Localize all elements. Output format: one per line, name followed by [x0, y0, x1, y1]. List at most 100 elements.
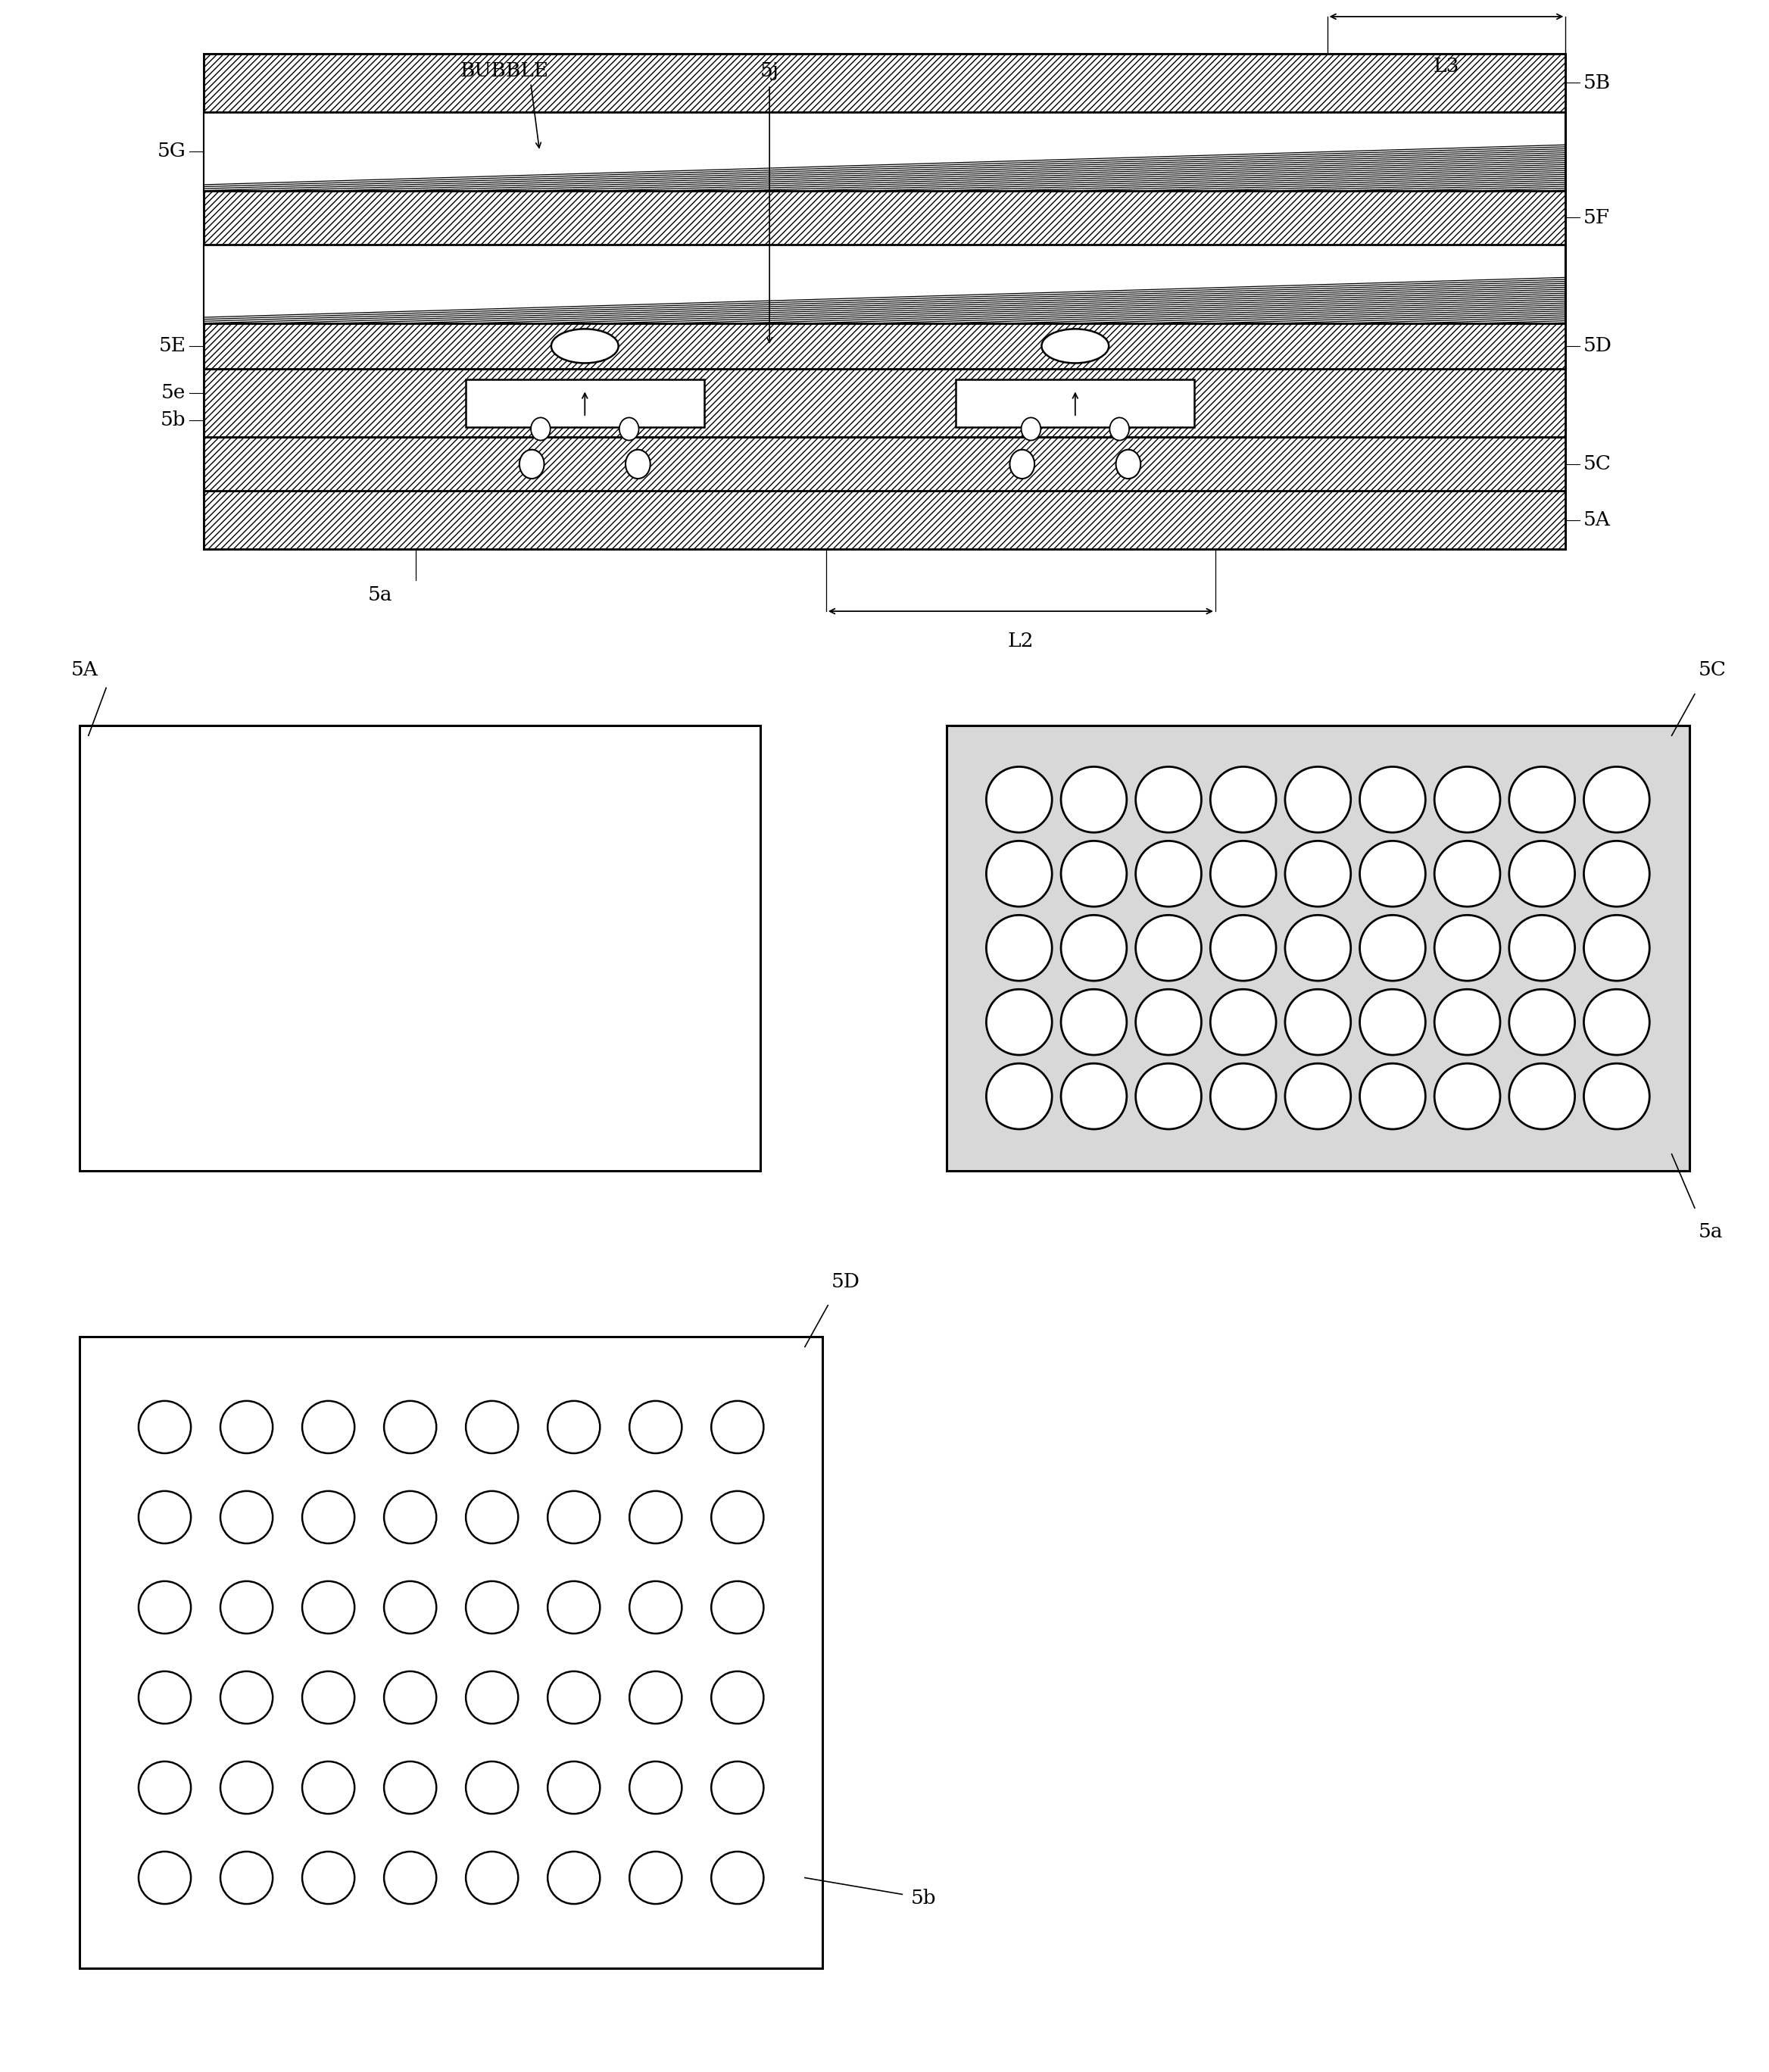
Ellipse shape: [384, 1761, 437, 1813]
Ellipse shape: [384, 1672, 437, 1724]
Ellipse shape: [384, 1852, 437, 1904]
Text: 5E: 5E: [159, 336, 186, 356]
Bar: [203, 54, 1566, 112]
Ellipse shape: [1284, 767, 1352, 833]
Ellipse shape: [1136, 916, 1201, 980]
Ellipse shape: [1435, 1063, 1500, 1129]
Ellipse shape: [711, 1761, 764, 1813]
Ellipse shape: [1360, 767, 1426, 833]
Ellipse shape: [138, 1672, 191, 1724]
Ellipse shape: [1061, 916, 1127, 980]
Ellipse shape: [302, 1401, 354, 1452]
Ellipse shape: [711, 1581, 764, 1633]
Ellipse shape: [465, 1492, 518, 1544]
Ellipse shape: [1061, 767, 1127, 833]
Ellipse shape: [1435, 841, 1500, 908]
Ellipse shape: [630, 1761, 681, 1813]
Ellipse shape: [548, 1761, 600, 1813]
Ellipse shape: [1210, 988, 1275, 1055]
Text: 5D: 5D: [831, 1272, 860, 1291]
Ellipse shape: [630, 1672, 681, 1724]
Ellipse shape: [630, 1401, 681, 1452]
Ellipse shape: [1583, 988, 1649, 1055]
Ellipse shape: [302, 1492, 354, 1544]
Bar: [203, 437, 1566, 491]
Circle shape: [520, 450, 545, 479]
Circle shape: [1021, 419, 1040, 441]
Ellipse shape: [1061, 841, 1127, 908]
Ellipse shape: [548, 1581, 600, 1633]
Ellipse shape: [1210, 841, 1275, 908]
Bar: [203, 323, 1566, 369]
Bar: [80, 725, 761, 1171]
Text: 5D: 5D: [1583, 336, 1612, 356]
Ellipse shape: [221, 1852, 272, 1904]
Ellipse shape: [630, 1581, 681, 1633]
Circle shape: [619, 419, 639, 441]
Ellipse shape: [1042, 329, 1109, 363]
Ellipse shape: [138, 1852, 191, 1904]
Ellipse shape: [1583, 1063, 1649, 1129]
Ellipse shape: [1284, 1063, 1352, 1129]
Ellipse shape: [1061, 1063, 1127, 1129]
Text: 5e: 5e: [161, 383, 186, 402]
Ellipse shape: [1435, 988, 1500, 1055]
Text: L3: L3: [1433, 56, 1459, 77]
Bar: [80, 1336, 823, 1968]
Ellipse shape: [465, 1852, 518, 1904]
Ellipse shape: [1210, 767, 1275, 833]
Text: 5j: 5j: [761, 60, 778, 81]
Ellipse shape: [221, 1581, 272, 1633]
Text: 5a: 5a: [1698, 1222, 1723, 1241]
Ellipse shape: [221, 1672, 272, 1724]
Ellipse shape: [548, 1401, 600, 1452]
Ellipse shape: [465, 1761, 518, 1813]
Ellipse shape: [465, 1581, 518, 1633]
Ellipse shape: [1210, 916, 1275, 980]
Ellipse shape: [548, 1492, 600, 1544]
Ellipse shape: [138, 1581, 191, 1633]
Text: 5A: 5A: [1583, 510, 1610, 530]
Ellipse shape: [987, 1063, 1053, 1129]
Ellipse shape: [1136, 988, 1201, 1055]
Ellipse shape: [221, 1492, 272, 1544]
Ellipse shape: [552, 329, 619, 363]
Ellipse shape: [548, 1672, 600, 1724]
Ellipse shape: [1509, 1063, 1574, 1129]
Ellipse shape: [1210, 1063, 1275, 1129]
Ellipse shape: [1061, 988, 1127, 1055]
Circle shape: [1116, 450, 1141, 479]
Ellipse shape: [987, 988, 1053, 1055]
Circle shape: [1109, 419, 1129, 441]
Ellipse shape: [1136, 1063, 1201, 1129]
Ellipse shape: [630, 1852, 681, 1904]
Text: 5A: 5A: [71, 661, 97, 680]
Ellipse shape: [1360, 841, 1426, 908]
Circle shape: [626, 450, 651, 479]
Ellipse shape: [1583, 916, 1649, 980]
Ellipse shape: [221, 1761, 272, 1813]
Ellipse shape: [1360, 1063, 1426, 1129]
Ellipse shape: [221, 1401, 272, 1452]
Bar: [946, 725, 1689, 1171]
Text: 5a: 5a: [368, 584, 393, 605]
Ellipse shape: [711, 1492, 764, 1544]
Ellipse shape: [384, 1492, 437, 1544]
Ellipse shape: [1509, 841, 1574, 908]
Ellipse shape: [1509, 916, 1574, 980]
Ellipse shape: [138, 1761, 191, 1813]
Text: 5B: 5B: [1583, 73, 1610, 93]
Ellipse shape: [711, 1852, 764, 1904]
Ellipse shape: [384, 1401, 437, 1452]
Bar: [203, 491, 1566, 549]
Ellipse shape: [1284, 916, 1352, 980]
Bar: [203, 54, 1566, 549]
Text: 5F: 5F: [1583, 207, 1610, 228]
Ellipse shape: [1509, 767, 1574, 833]
Ellipse shape: [630, 1492, 681, 1544]
Circle shape: [531, 419, 550, 441]
Ellipse shape: [1284, 841, 1352, 908]
Ellipse shape: [138, 1401, 191, 1452]
Text: 5b: 5b: [911, 1890, 936, 1908]
Text: L2: L2: [1008, 632, 1033, 651]
